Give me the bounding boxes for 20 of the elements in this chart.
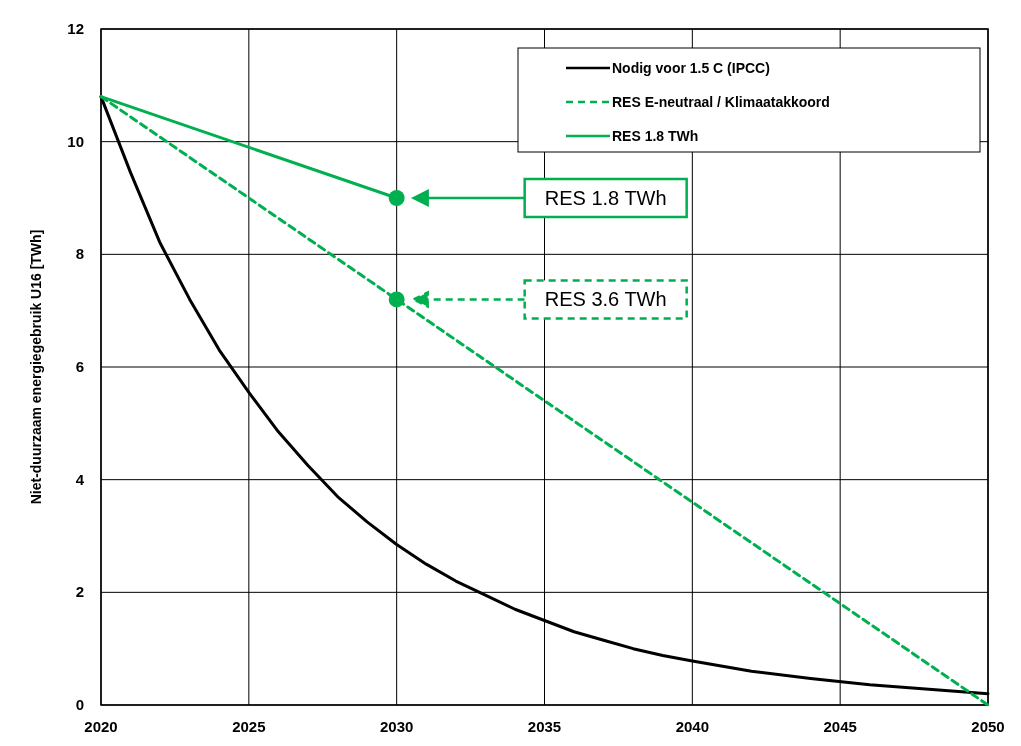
annotation: RES 3.6 TWh: [544, 288, 667, 311]
x-tick-label: 2040: [675, 718, 710, 735]
y-tick-label: 10: [67, 132, 84, 150]
y-tick-label: 4: [75, 470, 85, 488]
x-tick-label: 2020: [84, 718, 118, 735]
x-tick-label: 2030: [379, 718, 414, 735]
annotation: RES 1.8 TWh: [544, 187, 667, 209]
x-tick-label: 2045: [823, 718, 857, 735]
legend-label: RES E-neutraal / Klimaatakkoord: [612, 94, 830, 110]
x-tick-label: 2035: [527, 718, 562, 735]
legend-label: Nodig voor 1.5 C (IPCC): [612, 60, 770, 76]
y-tick-label: 6: [75, 358, 84, 375]
x-tick-label: 2025: [232, 718, 266, 735]
legend-label: RES 1.8 TWh: [612, 128, 699, 144]
y-tick-label: 2: [75, 583, 84, 601]
x-tick-label: 2050: [971, 718, 1005, 735]
y-tick-label: 12: [67, 20, 84, 37]
y-tick-label: 8: [75, 245, 84, 263]
y-axis-title: Niet-duurzaam energiegebruik U16 [TWh]: [28, 229, 44, 505]
y-tick-label: 0: [75, 696, 84, 713]
